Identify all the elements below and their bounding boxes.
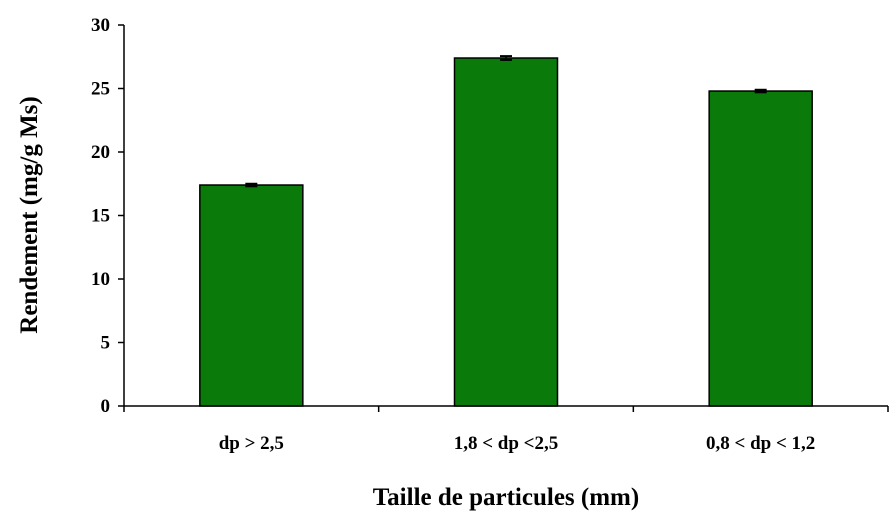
y-tick-label: 15 xyxy=(91,206,110,227)
bar xyxy=(708,90,813,407)
bars xyxy=(199,57,813,407)
y-tick-label: 20 xyxy=(91,142,110,163)
x-axis xyxy=(123,405,889,412)
category-label: dp > 2,5 xyxy=(219,433,284,454)
error-bar xyxy=(245,182,258,188)
y-tick-label: 25 xyxy=(91,79,110,100)
y-axis: 0 5 10 15 20 25 30 xyxy=(91,15,125,417)
error-bars xyxy=(245,55,767,188)
x-axis-title: Taille de particules (mm) xyxy=(373,484,639,511)
y-tick-label: 10 xyxy=(91,269,110,290)
y-tick-label: 30 xyxy=(91,15,110,36)
y-axis-title: Rendement (mg/g Ms) xyxy=(16,96,43,333)
y-tick-label: 5 xyxy=(101,333,111,354)
error-bar xyxy=(500,55,512,61)
bar xyxy=(453,57,559,407)
error-bar xyxy=(754,88,767,94)
category-labels: dp > 2,5 1,8 < dp <2,5 0,8 < dp < 1,2 xyxy=(219,433,816,454)
category-label: 1,8 < dp <2,5 xyxy=(454,433,559,454)
y-tick-label: 0 xyxy=(101,396,111,417)
category-label: 0,8 < dp < 1,2 xyxy=(706,433,815,454)
bar xyxy=(199,184,304,407)
